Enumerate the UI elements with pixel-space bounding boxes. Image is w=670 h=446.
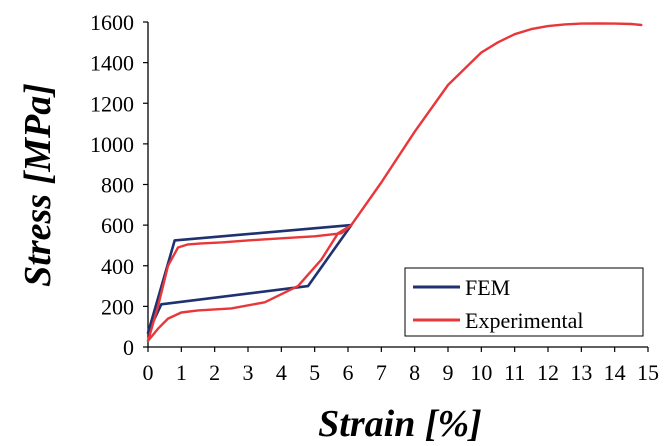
- x-tick-label: 14: [604, 360, 626, 385]
- x-tick-label: 1: [176, 360, 187, 385]
- y-tick-label: 0: [123, 335, 134, 360]
- legend-box: [404, 267, 644, 337]
- x-tick-label: 12: [537, 360, 559, 385]
- y-tick-labels: 0 200 400 600 800 1000 1200 1400 1600: [90, 10, 134, 360]
- x-tick-label: 8: [409, 360, 420, 385]
- series-layer: [146, 22, 643, 343]
- y-tick-label: 800: [101, 173, 134, 198]
- x-tick-label: 13: [570, 360, 592, 385]
- x-tick-label: 5: [309, 360, 320, 385]
- x-tick-label: 6: [343, 360, 354, 385]
- legend-label-experimental: Experimental: [465, 308, 584, 333]
- x-tick-label: 4: [276, 360, 287, 385]
- x-tick-label: 9: [443, 360, 454, 385]
- x-axis-title: Strain [%]: [318, 403, 482, 445]
- y-tick-label: 600: [101, 213, 134, 238]
- series-line-experimental: [146, 22, 643, 343]
- axes: [143, 21, 649, 352]
- y-tick-label: 400: [101, 254, 134, 279]
- y-tick-label: 1200: [90, 91, 134, 116]
- x-tick-label: 0: [143, 360, 154, 385]
- x-tick-label: 2: [209, 360, 220, 385]
- y-tick-label: 200: [101, 294, 134, 319]
- series-line-fem: [146, 223, 353, 335]
- x-tick-label: 7: [376, 360, 387, 385]
- x-tick-label: 11: [504, 360, 525, 385]
- legend: FEM Experimental: [404, 267, 644, 337]
- y-axis-title: Stress [MPa]: [17, 83, 59, 287]
- y-tick-label: 1000: [90, 132, 134, 157]
- y-tick-label: 1400: [90, 51, 134, 76]
- x-tick-labels: 0 1 2 3 4 5 6 7 8 9 10 11 12 13 14 15: [143, 360, 660, 385]
- x-tick-label: 10: [470, 360, 492, 385]
- x-tick-label: 15: [637, 360, 659, 385]
- x-tick-label: 3: [243, 360, 254, 385]
- y-tick-label: 1600: [90, 10, 134, 35]
- legend-label-fem: FEM: [465, 275, 510, 300]
